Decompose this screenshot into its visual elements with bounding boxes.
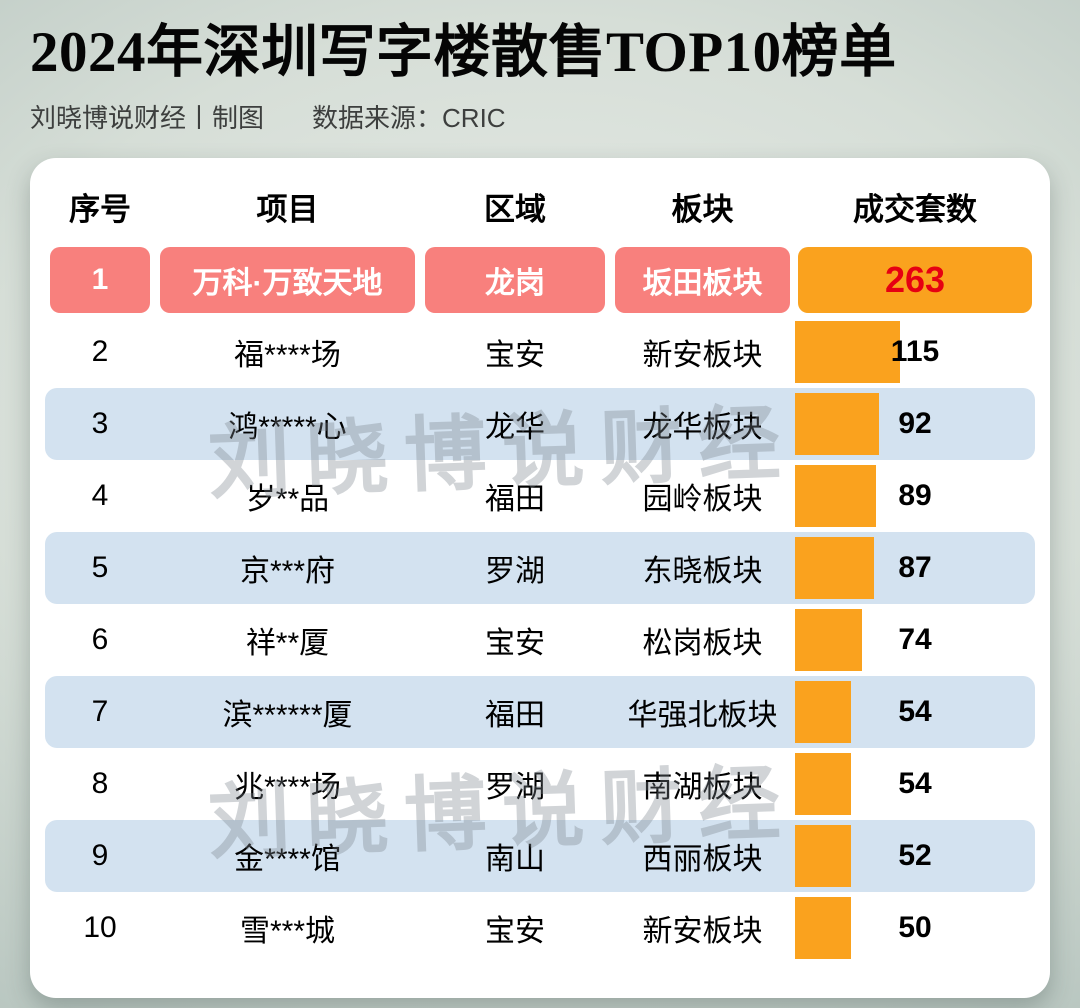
project-cell: 滨******厦 <box>222 699 353 732</box>
units-value: 115 <box>890 335 940 368</box>
sector-cell: 松岗板块 <box>642 627 763 660</box>
table-row: 1 万科·万致天地 龙岗 坂田板块 263 <box>45 244 1035 316</box>
data-source-label: 数据来源：CRIC <box>312 102 506 133</box>
table-row: 6 祥**厦 宝安 松岗板块 74 <box>45 604 1035 676</box>
col-header-project: 项目 <box>256 191 319 227</box>
district-cell: 龙华 <box>485 411 545 444</box>
project-cell: 京***府 <box>239 555 336 588</box>
page-header: 2024年深圳写字楼散售TOP10榜单 刘晓博说财经丨制图 数据来源：CRIC <box>30 20 897 135</box>
district-cell: 宝安 <box>485 627 545 660</box>
district-cell: 宝安 <box>485 339 545 372</box>
units-value: 263 <box>884 259 946 300</box>
table-header-row: 序号 项目 区域 板块 成交套数 <box>45 168 1035 244</box>
district-cell: 龙岗 <box>425 247 605 313</box>
units-bar <box>795 753 851 815</box>
sector-cell: 坂田板块 <box>615 247 790 313</box>
table-row: 2 福****场 宝安 新安板块 115 <box>45 316 1035 388</box>
project-cell: 岁**品 <box>245 483 330 516</box>
project-cell: 福****场 <box>234 339 341 372</box>
table-body: 1 万科·万致天地 龙岗 坂田板块 263 2 福****场 宝安 新安板块 115 3 鸿*****… <box>45 244 1035 964</box>
units-cell: 50 <box>795 892 1035 964</box>
units-bar <box>795 681 851 743</box>
table-row: 10 雪***城 宝安 新安板块 50 <box>45 892 1035 964</box>
units-bar <box>798 247 1032 313</box>
sector-cell: 园岭板块 <box>642 483 763 516</box>
units-cell: 54 <box>795 676 1035 748</box>
rank-cell: 6 <box>91 623 109 656</box>
project-cell: 祥**厦 <box>245 627 330 660</box>
sector-cell: 新安板块 <box>642 915 763 948</box>
units-value: 54 <box>898 695 932 728</box>
rank-cell: 9 <box>91 839 109 872</box>
ranking-table-card: 序号 项目 区域 板块 成交套数 1 万科·万致天地 龙岗 坂田板块 263 2 福****… <box>30 158 1050 998</box>
units-cell: 89 <box>795 460 1035 532</box>
units-cell: 92 <box>795 388 1035 460</box>
units-cell: 115 <box>795 316 1035 388</box>
units-bar <box>795 825 851 887</box>
units-value: 74 <box>898 623 932 656</box>
district-cell: 南山 <box>485 843 545 876</box>
units-value: 92 <box>898 407 932 440</box>
units-cell: 74 <box>795 604 1035 676</box>
table-row: 7 滨******厦 福田 华强北板块 54 <box>45 676 1035 748</box>
table-row: 5 京***府 罗湖 东晓板块 87 <box>45 532 1035 604</box>
district-cell: 宝安 <box>485 915 545 948</box>
project-cell: 鸿*****心 <box>228 411 347 444</box>
project-cell: 兆****场 <box>234 771 341 804</box>
district-cell: 福田 <box>485 699 545 732</box>
rank-cell: 2 <box>91 335 109 368</box>
rank-cell: 1 <box>50 247 150 313</box>
district-cell: 罗湖 <box>485 771 545 804</box>
units-value: 50 <box>898 911 932 944</box>
rank-cell: 5 <box>91 551 109 584</box>
rank-cell: 7 <box>91 695 109 728</box>
district-cell: 福田 <box>485 483 545 516</box>
units-cell: 263 <box>795 244 1035 316</box>
rank-cell: 10 <box>83 911 117 944</box>
units-cell: 87 <box>795 532 1035 604</box>
rank-cell: 4 <box>91 479 109 512</box>
units-bar <box>795 321 900 383</box>
col-header-rank: 序号 <box>69 191 131 227</box>
units-bar <box>795 393 879 455</box>
rank-cell: 3 <box>91 407 109 440</box>
table-row: 9 金****馆 南山 西丽板块 52 <box>45 820 1035 892</box>
project-cell: 万科·万致天地 <box>160 247 415 313</box>
rank-cell: 8 <box>91 767 109 800</box>
col-header-district: 区域 <box>484 191 546 227</box>
project-cell: 金****馆 <box>234 843 341 876</box>
units-bar <box>795 897 851 959</box>
table-row: 3 鸿*****心 龙华 龙华板块 92 <box>45 388 1035 460</box>
page-title: 2024年深圳写字楼散售TOP10榜单 <box>30 21 897 84</box>
units-bar <box>795 537 875 599</box>
units-value: 54 <box>898 767 932 800</box>
table-row: 8 兆****场 罗湖 南湖板块 54 <box>45 748 1035 820</box>
units-value: 52 <box>898 839 932 872</box>
district-cell: 罗湖 <box>485 555 545 588</box>
credit-label: 刘晓博说财经丨制图 <box>30 102 265 133</box>
sector-cell: 新安板块 <box>642 339 763 372</box>
units-cell: 54 <box>795 748 1035 820</box>
sector-cell: 南湖板块 <box>642 771 763 804</box>
units-value: 87 <box>898 551 932 584</box>
units-bar <box>795 609 863 671</box>
project-cell: 雪***城 <box>239 915 336 948</box>
sector-cell: 龙华板块 <box>642 411 763 444</box>
units-value: 89 <box>898 479 932 512</box>
sector-cell: 东晓板块 <box>642 555 763 588</box>
col-header-sector: 板块 <box>671 191 734 227</box>
sector-cell: 西丽板块 <box>642 843 763 876</box>
subtitle-row: 刘晓博说财经丨制图 数据来源：CRIC <box>30 98 897 135</box>
units-bar <box>795 465 877 527</box>
col-header-units: 成交套数 <box>853 191 977 227</box>
units-cell: 52 <box>795 820 1035 892</box>
table-row: 4 岁**品 福田 园岭板块 89 <box>45 460 1035 532</box>
sector-cell: 华强北板块 <box>627 699 778 732</box>
